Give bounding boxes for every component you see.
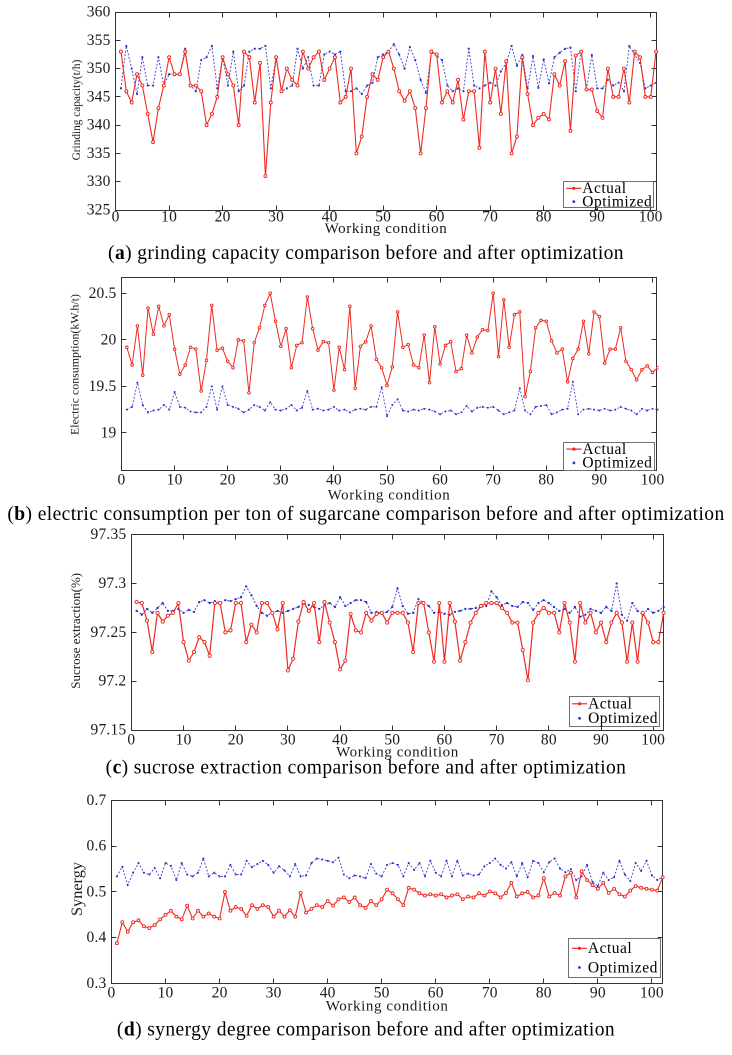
svg-text:Synergy: Synergy: [67, 861, 86, 916]
svg-text:50: 50: [384, 732, 400, 749]
svg-text:50: 50: [379, 472, 395, 489]
svg-text:Sucrose extraction(%): Sucrose extraction(%): [68, 573, 83, 689]
svg-text:97.15: 97.15: [91, 722, 127, 739]
svg-text:50: 50: [374, 985, 390, 1002]
svg-text:40: 40: [326, 472, 342, 489]
svg-text:80: 80: [541, 732, 557, 749]
svg-text:355: 355: [87, 32, 111, 49]
svg-text:60: 60: [428, 985, 444, 1002]
svg-text:20: 20: [101, 331, 117, 348]
svg-text:10: 10: [167, 472, 183, 489]
svg-text:Optimized: Optimized: [588, 710, 658, 727]
svg-text:90: 90: [590, 985, 606, 1002]
svg-text:97.3: 97.3: [98, 575, 126, 592]
svg-text:340: 340: [87, 117, 111, 134]
svg-text:(c) sucrose extraction compari: (c) sucrose extraction comparison before…: [106, 758, 627, 779]
svg-text:(a) grinding capacity comparis: (a) grinding capacity comparison before …: [108, 243, 624, 264]
svg-text:100: 100: [641, 472, 665, 489]
svg-text:Electric consumption(kW.h/t): Electric consumption(kW.h/t): [68, 294, 82, 435]
svg-text:100: 100: [641, 732, 665, 749]
svg-text:90: 90: [593, 732, 609, 749]
svg-text:Working condition: Working condition: [325, 221, 448, 237]
svg-text:0.5: 0.5: [87, 883, 107, 900]
svg-text:70: 70: [485, 472, 501, 489]
svg-text:330: 330: [87, 173, 111, 190]
svg-text:40: 40: [322, 209, 338, 226]
svg-text:100: 100: [639, 209, 663, 226]
svg-text:70: 70: [489, 732, 505, 749]
svg-text:0: 0: [108, 985, 116, 1002]
svg-text:20: 20: [215, 209, 231, 226]
svg-text:10: 10: [176, 732, 192, 749]
svg-text:20: 20: [228, 732, 244, 749]
svg-text:19.5: 19.5: [89, 378, 117, 395]
svg-text:97.25: 97.25: [91, 624, 127, 641]
svg-text:Optimized: Optimized: [588, 959, 658, 976]
svg-text:30: 30: [266, 985, 282, 1002]
svg-text:10: 10: [158, 985, 174, 1002]
svg-text:80: 80: [538, 472, 554, 489]
svg-text:Optimized: Optimized: [582, 455, 652, 472]
svg-text:Actual: Actual: [582, 180, 626, 197]
svg-text:30: 30: [280, 732, 296, 749]
svg-text:Optimized: Optimized: [582, 193, 652, 210]
svg-text:80: 80: [536, 985, 552, 1002]
svg-text:0: 0: [118, 472, 126, 489]
svg-text:20: 20: [212, 985, 228, 1002]
svg-text:97.35: 97.35: [91, 526, 127, 543]
svg-text:Actual: Actual: [588, 940, 632, 957]
svg-text:Working condition: Working condition: [328, 488, 451, 504]
svg-text:(b) electric consumption per t: (b) electric consumption per ton of suga…: [7, 504, 724, 525]
svg-text:70: 70: [482, 985, 498, 1002]
svg-text:345: 345: [87, 88, 111, 105]
svg-text:350: 350: [87, 60, 111, 77]
svg-text:0: 0: [127, 732, 135, 749]
svg-text:30: 30: [268, 209, 284, 226]
svg-text:100: 100: [640, 985, 664, 1002]
svg-text:0.3: 0.3: [87, 975, 107, 992]
svg-text:20: 20: [220, 472, 236, 489]
svg-text:80: 80: [536, 209, 552, 226]
svg-text:19: 19: [101, 424, 117, 441]
svg-text:60: 60: [432, 472, 448, 489]
svg-text:70: 70: [482, 209, 498, 226]
svg-text:30: 30: [273, 472, 289, 489]
svg-text:40: 40: [320, 985, 336, 1002]
svg-text:60: 60: [437, 732, 453, 749]
svg-text:0.4: 0.4: [87, 929, 107, 946]
svg-text:90: 90: [591, 472, 607, 489]
svg-text:0: 0: [112, 209, 120, 226]
svg-text:90: 90: [589, 209, 605, 226]
svg-text:0.6: 0.6: [87, 838, 107, 855]
svg-text:0.7: 0.7: [87, 792, 107, 809]
svg-text:97.2: 97.2: [98, 673, 126, 690]
svg-text:10: 10: [161, 209, 177, 226]
svg-text:Working condition: Working condition: [326, 999, 449, 1015]
svg-text:Actual: Actual: [588, 696, 632, 713]
svg-text:50: 50: [375, 209, 391, 226]
svg-text:335: 335: [87, 145, 111, 162]
svg-text:(d) synergy degree comparison: (d) synergy degree comparison before and…: [117, 1020, 615, 1041]
svg-text:40: 40: [332, 732, 348, 749]
svg-text:Grinding capacity(t/h): Grinding capacity(t/h): [71, 59, 83, 160]
svg-text:360: 360: [87, 4, 111, 21]
svg-text:Working condition: Working condition: [336, 745, 459, 761]
svg-text:Actual: Actual: [582, 441, 626, 458]
svg-text:325: 325: [87, 202, 111, 219]
svg-text:60: 60: [429, 209, 445, 226]
svg-text:20.5: 20.5: [89, 285, 117, 302]
